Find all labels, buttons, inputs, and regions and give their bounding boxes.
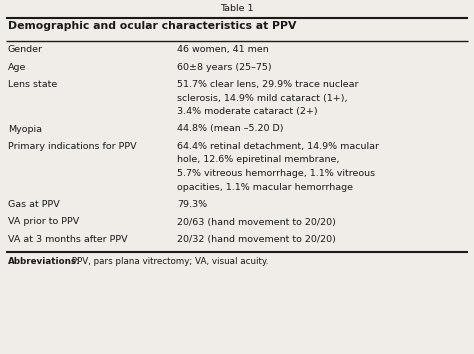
Text: Abbreviations:: Abbreviations: xyxy=(8,257,81,266)
Text: 46 women, 41 men: 46 women, 41 men xyxy=(177,45,269,54)
Text: sclerosis, 14.9% mild cataract (1+),: sclerosis, 14.9% mild cataract (1+), xyxy=(177,93,347,103)
Text: 20/32 (hand movement to 20/20): 20/32 (hand movement to 20/20) xyxy=(177,235,336,244)
Text: 44.8% (mean –5.20 D): 44.8% (mean –5.20 D) xyxy=(177,125,283,133)
Text: Myopia: Myopia xyxy=(8,125,42,133)
Text: Gas at PPV: Gas at PPV xyxy=(8,200,60,209)
Text: 79.3%: 79.3% xyxy=(177,200,207,209)
Text: 60±8 years (25–75): 60±8 years (25–75) xyxy=(177,63,272,72)
Text: 51.7% clear lens, 29.9% trace nuclear: 51.7% clear lens, 29.9% trace nuclear xyxy=(177,80,358,89)
Text: 64.4% retinal detachment, 14.9% macular: 64.4% retinal detachment, 14.9% macular xyxy=(177,142,379,151)
Text: Primary indications for PPV: Primary indications for PPV xyxy=(8,142,137,151)
Text: Age: Age xyxy=(8,63,27,72)
Text: Lens state: Lens state xyxy=(8,80,57,89)
Text: Table 1: Table 1 xyxy=(220,4,254,13)
Text: PPV, pars plana vitrectomy; VA, visual acuity.: PPV, pars plana vitrectomy; VA, visual a… xyxy=(69,257,268,266)
Text: 5.7% vitreous hemorrhage, 1.1% vitreous: 5.7% vitreous hemorrhage, 1.1% vitreous xyxy=(177,169,375,178)
Text: opacities, 1.1% macular hemorrhage: opacities, 1.1% macular hemorrhage xyxy=(177,183,353,192)
Text: VA prior to PPV: VA prior to PPV xyxy=(8,217,79,227)
Text: VA at 3 months after PPV: VA at 3 months after PPV xyxy=(8,235,128,244)
Text: Demographic and ocular characteristics at PPV: Demographic and ocular characteristics a… xyxy=(8,21,296,31)
Text: 20/63 (hand movement to 20/20): 20/63 (hand movement to 20/20) xyxy=(177,217,336,227)
Text: 3.4% moderate cataract (2+): 3.4% moderate cataract (2+) xyxy=(177,107,318,116)
Text: Gender: Gender xyxy=(8,45,43,54)
Text: hole, 12.6% epiretinal membrane,: hole, 12.6% epiretinal membrane, xyxy=(177,155,339,165)
